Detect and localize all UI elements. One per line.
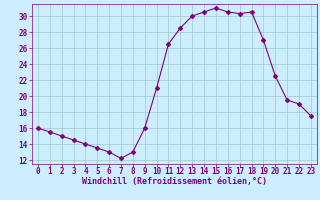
X-axis label: Windchill (Refroidissement éolien,°C): Windchill (Refroidissement éolien,°C) [82,177,267,186]
